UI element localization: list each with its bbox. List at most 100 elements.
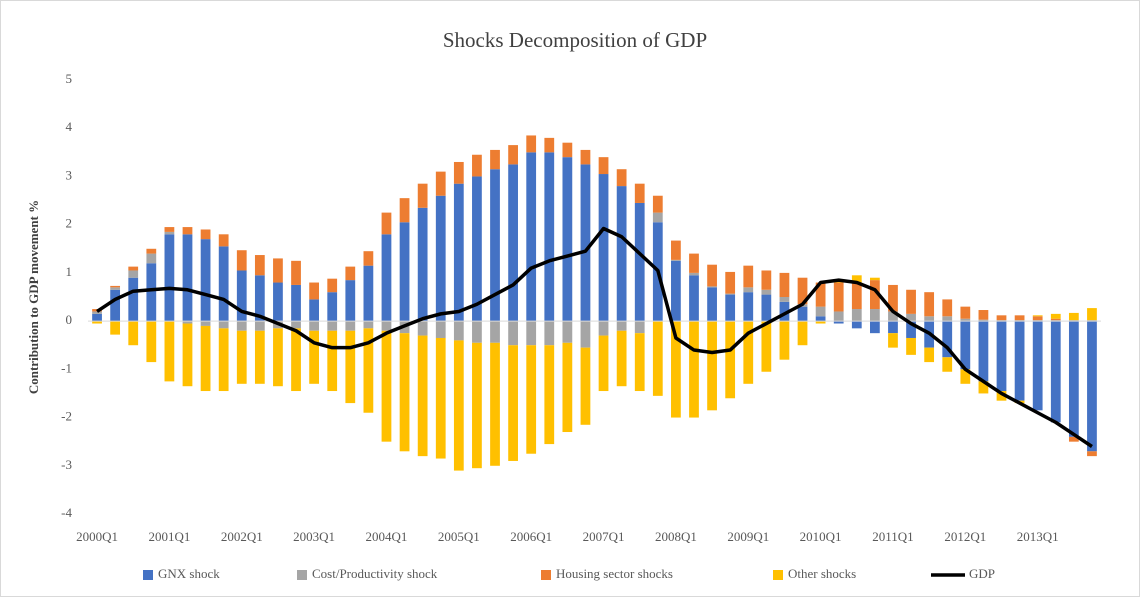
bar-segment — [218, 321, 229, 329]
bar-segment — [779, 301, 790, 322]
bar-segment — [327, 278, 338, 293]
bar-segment — [92, 313, 102, 322]
bar-segment — [725, 293, 736, 295]
x-tick-label: 2000Q1 — [76, 529, 118, 544]
bar-segment — [743, 287, 754, 293]
bar-segment — [200, 321, 211, 326]
bar-segment — [182, 234, 193, 322]
bar-segment — [472, 342, 482, 469]
bar-segment — [996, 321, 1007, 392]
bar-segment — [1068, 436, 1079, 442]
bar-segment — [128, 321, 139, 346]
y-tick-label: -1 — [61, 360, 72, 375]
bar-segment — [490, 149, 500, 170]
bar-segment — [544, 137, 555, 153]
bar-segment — [598, 335, 609, 392]
bar-segment — [960, 306, 971, 319]
bar-segment — [309, 282, 320, 300]
bar-segment — [924, 316, 935, 322]
bar-segment — [815, 282, 826, 307]
bar-segment — [544, 321, 555, 346]
bar-segment — [598, 174, 609, 322]
bar-segment — [218, 246, 229, 322]
bar-segment — [128, 270, 139, 278]
x-tick-label: 2008Q1 — [655, 529, 697, 544]
bar-segment — [869, 309, 880, 322]
bar-segment — [236, 330, 247, 384]
chart-title: Shocks Decomposition of GDP — [443, 28, 707, 52]
x-tick-label: 2003Q1 — [293, 529, 335, 544]
bar-segment — [1050, 313, 1061, 319]
bar-segment — [906, 289, 916, 314]
bar-segment — [1087, 308, 1097, 321]
bar-segment — [689, 275, 699, 322]
bar-segment — [146, 321, 157, 363]
bar-segment — [743, 292, 754, 322]
bar-segment — [580, 347, 591, 425]
bar-segment — [978, 310, 989, 320]
legend-swatch — [541, 570, 551, 580]
y-tick-label: 5 — [66, 71, 73, 86]
bar-segment — [164, 321, 175, 382]
bar-segment — [453, 340, 464, 471]
bar-segment — [200, 229, 211, 240]
x-tick-label: 2005Q1 — [438, 529, 480, 544]
bar-segment — [236, 250, 247, 271]
bar-segment — [345, 321, 356, 331]
legend-label: GNX shock — [158, 566, 220, 581]
bar-segment — [797, 306, 808, 322]
x-tick-label: 2001Q1 — [148, 529, 190, 544]
bar-segment — [634, 333, 645, 392]
bar-segment — [345, 330, 356, 404]
bar-segment — [508, 164, 518, 322]
bar-segment — [345, 280, 356, 322]
bar-segment — [671, 321, 681, 418]
bar-segment — [327, 321, 338, 331]
y-tick-label: -2 — [61, 409, 72, 424]
bar-segment — [689, 253, 699, 273]
bar-segment — [815, 306, 826, 317]
bar-segment — [869, 280, 880, 310]
bar-segment — [978, 321, 989, 382]
bar-segment — [146, 263, 157, 322]
bar-segment — [761, 294, 772, 322]
bar-segment — [508, 321, 518, 346]
bar-segment — [942, 316, 953, 322]
y-tick-label: -4 — [61, 505, 72, 520]
bar-segment — [182, 323, 193, 387]
bar-segment — [833, 311, 844, 322]
bar-segment — [291, 260, 301, 285]
bar-segment — [363, 251, 374, 266]
bar-segment — [291, 328, 301, 392]
bar-segment — [1068, 321, 1079, 437]
bar-segment — [236, 270, 247, 322]
bar-segment — [562, 321, 573, 343]
y-tick-label: -3 — [61, 457, 72, 472]
bar-segment — [815, 321, 826, 324]
bar-segment — [182, 321, 193, 324]
bar-segment — [707, 286, 717, 288]
bar-segment — [417, 321, 428, 336]
bar-segment — [996, 391, 1007, 401]
bar-segment — [164, 231, 175, 235]
bar-segment — [544, 345, 555, 445]
bar-segment — [833, 321, 844, 324]
bar-segment — [1050, 318, 1061, 321]
bar-segment — [381, 321, 392, 331]
bar-segment — [381, 212, 392, 235]
bar-segment — [381, 234, 392, 322]
x-tick-label: 2004Q1 — [366, 529, 408, 544]
bar-segment — [689, 321, 699, 418]
bar-segment — [598, 321, 609, 336]
y-tick-label: 4 — [66, 119, 73, 134]
bar-segment — [779, 321, 790, 360]
bar-segment — [146, 253, 157, 264]
bar-segment — [851, 275, 862, 283]
x-tick-label: 2011Q1 — [872, 529, 913, 544]
bar-segment — [92, 321, 102, 324]
y-tick-label: 3 — [66, 167, 73, 182]
bar-segment — [490, 321, 500, 343]
bar-segment — [562, 142, 573, 158]
bar-segment — [616, 169, 627, 187]
bar-segment — [833, 282, 844, 312]
